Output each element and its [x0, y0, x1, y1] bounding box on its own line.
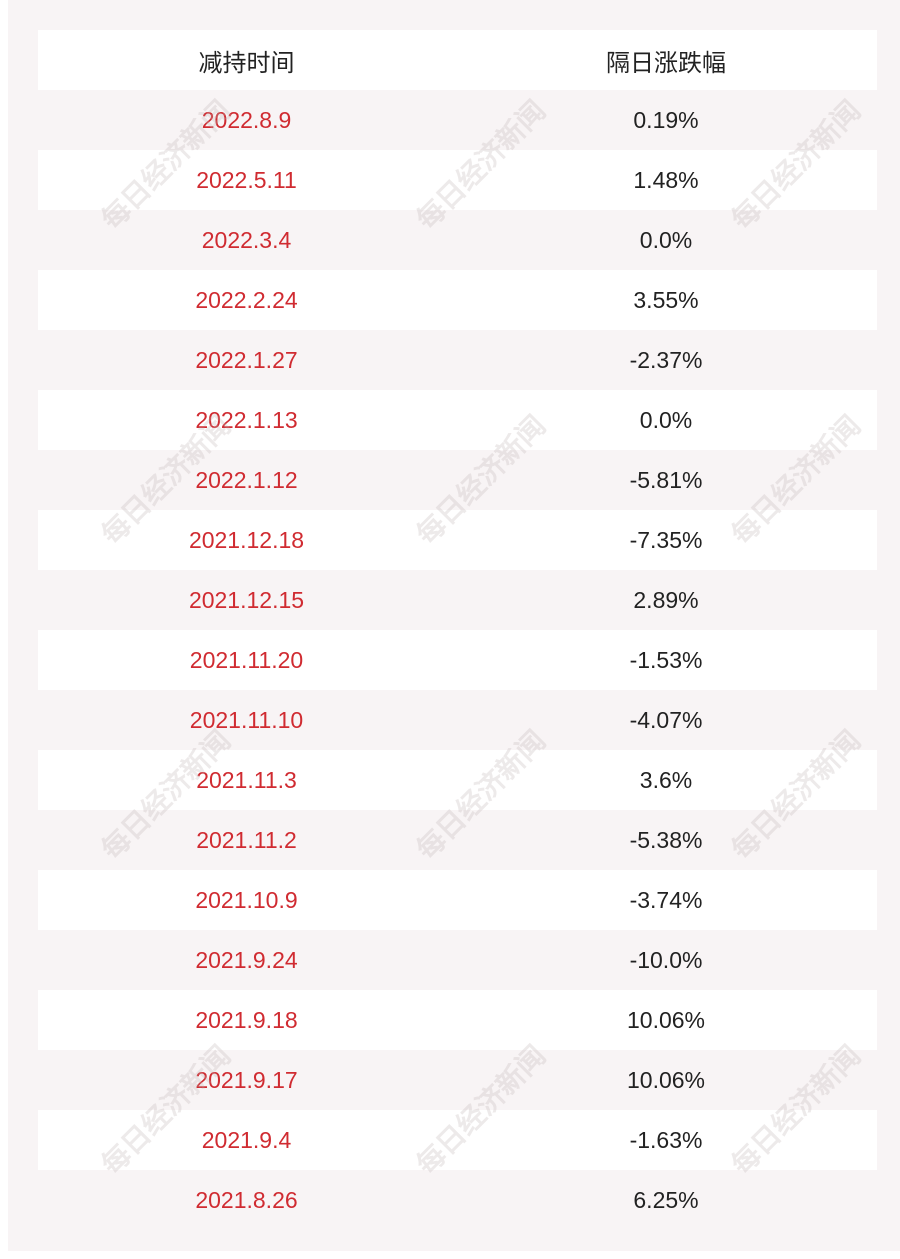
change-cell: 0.0%: [639, 226, 693, 253]
table-row: 2021.8.26 6.25%: [38, 1170, 877, 1230]
change-cell: 6.25%: [633, 1186, 699, 1213]
change-cell: 0.0%: [639, 406, 693, 433]
table-row: 2021.9.17 10.06%: [38, 1050, 877, 1110]
date-cell: 2021.9.24: [195, 946, 298, 973]
table-row: 2021.12.18 -7.35%: [38, 510, 877, 570]
date-cell: 2021.12.18: [188, 526, 305, 553]
table-row: 2021.10.9 -3.74%: [38, 870, 877, 930]
change-cell: -2.37%: [629, 346, 703, 373]
change-cell: 10.06%: [626, 1066, 705, 1093]
table-row: 2022.1.27 -2.37%: [38, 330, 877, 390]
table-row: 2022.5.11 1.48%: [38, 150, 877, 210]
panel: 减持时间 隔日涨跌幅 2022.8.9 0.19% 2022.5.11 1.48% 20…: [8, 0, 900, 1251]
date-cell: 2021.11.20: [189, 646, 304, 673]
date-cell: 2022.1.12: [195, 466, 298, 493]
change-cell: 0.19%: [633, 106, 699, 133]
date-cell: 2022.5.11: [196, 166, 297, 193]
header-cell: 隔日涨跌幅: [606, 49, 726, 77]
date-cell: 2022.3.4: [201, 226, 292, 253]
table-row: 2021.11.20 -1.53%: [38, 630, 877, 690]
change-cell: 10.06%: [626, 1006, 705, 1033]
date-cell: 2022.1.13: [195, 406, 298, 433]
table-row: 2022.8.9 0.19%: [38, 90, 877, 150]
table-row: 2021.9.4 -1.63%: [38, 1110, 877, 1170]
table-row: 2021.11.10 -4.07%: [38, 690, 877, 750]
date-cell: 2021.11.2: [196, 826, 297, 853]
table: 减持时间 隔日涨跌幅 2022.8.9 0.19% 2022.5.11 1.48% 20…: [38, 30, 877, 1230]
date-cell: 2021.11.10: [189, 706, 304, 733]
table-row: 2021.12.15 2.89%: [38, 570, 877, 630]
change-cell: -1.63%: [629, 1126, 703, 1153]
date-cell: 2021.12.15: [188, 586, 305, 613]
date-cell: 2021.8.26: [195, 1186, 298, 1213]
table-row: 2022.1.13 0.0%: [38, 390, 877, 450]
table-row: 2022.1.12 -5.81%: [38, 450, 877, 510]
change-cell: 3.55%: [633, 286, 699, 313]
date-cell: 2021.11.3: [196, 766, 297, 793]
header-cell: 减持时间: [198, 49, 295, 77]
change-cell: -1.53%: [629, 646, 703, 673]
change-cell: 2.89%: [633, 586, 699, 613]
change-cell: -10.0%: [629, 946, 703, 973]
table-row: 2022.3.4 0.0%: [38, 210, 877, 270]
header-row: 减持时间 隔日涨跌幅: [38, 30, 877, 90]
date-cell: 2021.9.17: [195, 1066, 298, 1093]
date-cell: 2021.9.18: [195, 1006, 298, 1033]
date-cell: 2022.8.9: [201, 106, 292, 133]
table-row: 2021.11.2 -5.38%: [38, 810, 877, 870]
date-cell: 2022.1.27: [195, 346, 298, 373]
change-cell: -5.38%: [629, 826, 703, 853]
date-cell: 2022.2.24: [195, 286, 298, 313]
table-row: 2021.9.24 -10.0%: [38, 930, 877, 990]
date-cell: 2021.9.4: [201, 1126, 292, 1153]
change-cell: 3.6%: [639, 766, 693, 793]
change-cell: -4.07%: [629, 706, 703, 733]
change-cell: -7.35%: [629, 526, 703, 553]
change-cell: -3.74%: [629, 886, 703, 913]
change-cell: 1.48%: [633, 166, 699, 193]
date-cell: 2021.10.9: [195, 886, 298, 913]
change-cell: -5.81%: [629, 466, 703, 493]
table-row: 2021.9.18 10.06%: [38, 990, 877, 1050]
table-row: 2021.11.3 3.6%: [38, 750, 877, 810]
table-row: 2022.2.24 3.55%: [38, 270, 877, 330]
